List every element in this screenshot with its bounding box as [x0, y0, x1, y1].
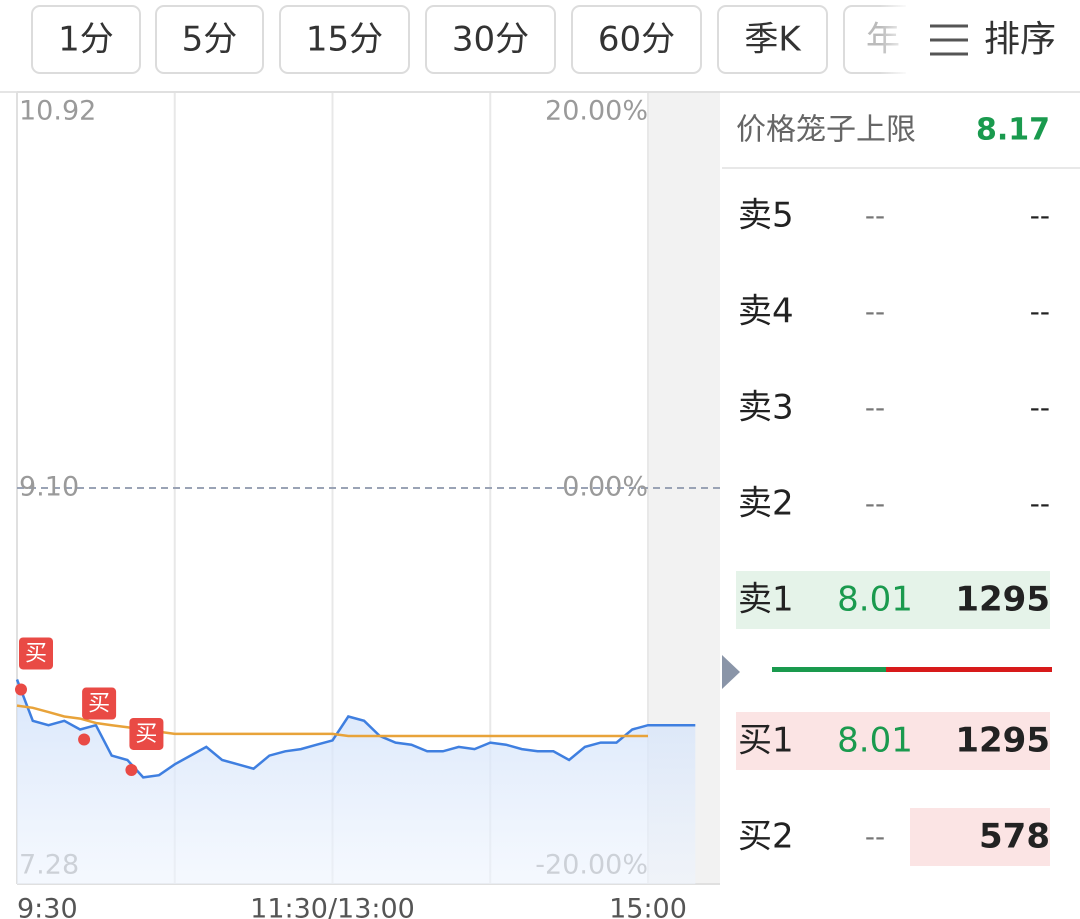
level-price: 8.01 — [837, 580, 913, 620]
buy-marker-box — [19, 637, 53, 670]
level-price: -- — [865, 820, 885, 853]
cage-label: 价格笼子上限 — [736, 113, 916, 148]
level-volume: -- — [1030, 199, 1050, 232]
price-area — [17, 679, 696, 884]
level-volume: 578 — [979, 817, 1050, 857]
ask-highlight — [736, 571, 1050, 629]
level-volume: -- — [1030, 295, 1050, 328]
sort-label[interactable]: 排序 — [984, 19, 1056, 60]
x-tick-label: 11:30/13:00 — [250, 894, 415, 919]
level-volume: -- — [1030, 487, 1050, 520]
cage-value: 8.17 — [976, 113, 1050, 148]
collapse-arrow[interactable] — [722, 655, 740, 689]
buy-marker-label: 买 — [25, 641, 47, 666]
tab[interactable] — [279, 5, 410, 74]
level-label: 卖4 — [738, 292, 794, 332]
chart: 7.289.1010.92-20.00%0.00%20.00%9:3011:30… — [15, 91, 720, 919]
sell-ratio-bar — [886, 667, 1052, 672]
buy-marker-box — [82, 687, 117, 720]
tab-label[interactable]: 30分 — [452, 20, 529, 60]
level-label: 买2 — [738, 817, 794, 857]
level-label: 卖2 — [738, 484, 794, 524]
tab[interactable] — [31, 5, 141, 74]
level-price: -- — [865, 295, 885, 328]
buy-marker-dot — [78, 733, 91, 746]
level-price: -- — [865, 199, 885, 232]
buy-marker-box — [129, 717, 164, 750]
price-line — [15, 679, 696, 779]
tab[interactable] — [571, 5, 702, 74]
average-line — [16, 704, 648, 738]
bid-highlight — [910, 808, 1050, 866]
buy-marker-dot — [15, 683, 27, 696]
tab-label[interactable]: 60分 — [598, 20, 675, 60]
level-volume: -- — [1030, 391, 1050, 424]
y-tick-label: 10.92 — [19, 96, 96, 127]
tab-fade — [880, 0, 910, 80]
level-price: -- — [865, 487, 885, 520]
tab[interactable] — [155, 5, 264, 74]
order-book: 价格笼子上限 8.17 卖5 -- -- 卖4 -- -- 卖3 -- -- 卖2 -- -- 卖1 8.01… — [722, 113, 1080, 866]
tab-label[interactable]: 1分 — [58, 20, 114, 60]
tab-label[interactable]: 5分 — [182, 20, 238, 60]
x-tick-label: 15:00 — [609, 894, 687, 919]
x-tick-label: 9:30 — [17, 894, 78, 919]
level-label: 买1 — [738, 721, 794, 761]
sort-button[interactable]: 排序 — [930, 19, 1056, 60]
level-label: 卖5 — [738, 196, 794, 236]
level-label: 卖3 — [738, 388, 794, 428]
buy-ratio-bar — [772, 667, 886, 672]
buy-marker-label: 买 — [135, 722, 157, 747]
tab-bar: 1分5分15分30分60分季K年 — [31, 5, 965, 74]
level-volume: 1295 — [955, 721, 1050, 761]
y2-tick-label: 20.00% — [545, 96, 648, 127]
y-tick-label: 9.10 — [19, 472, 79, 503]
y2-tick-label: 0.00% — [562, 472, 648, 503]
level-volume: 1295 — [955, 580, 1050, 620]
buy-marker-label: 买 — [88, 692, 110, 717]
tab[interactable] — [425, 5, 556, 74]
tab-label[interactable]: 15分 — [306, 20, 383, 60]
level-price: 8.01 — [837, 721, 913, 761]
level-price: -- — [865, 391, 885, 424]
buy-marker-dot — [125, 763, 138, 776]
bid-highlight — [736, 712, 1050, 770]
level-label: 卖1 — [738, 580, 794, 620]
tab-label[interactable]: 季K — [744, 20, 802, 60]
tab[interactable] — [717, 5, 828, 74]
